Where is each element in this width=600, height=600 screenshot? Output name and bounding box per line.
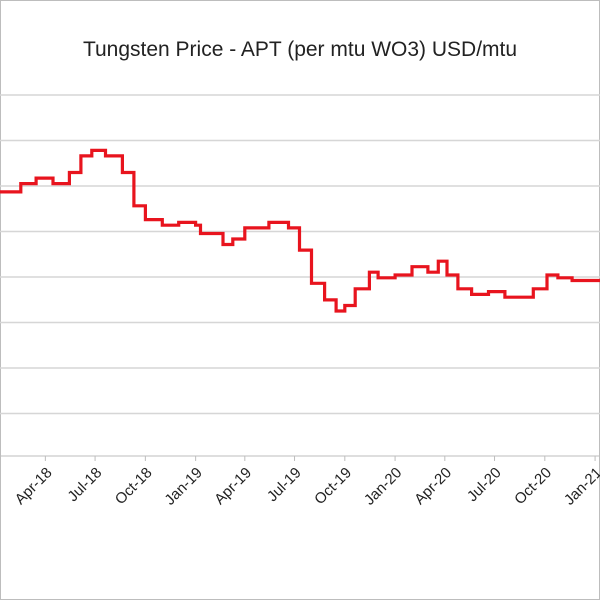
- x-tick-label: Oct-20: [511, 464, 555, 508]
- price-series-line: [0, 148, 600, 313]
- x-tick-label: Jan-20: [361, 464, 405, 508]
- x-tick-label: Jan-19: [161, 464, 205, 508]
- chart-title: Tungsten Price - APT (per mtu WO3) USD/m…: [82, 38, 518, 61]
- x-tick-label: Apr-19: [211, 464, 255, 508]
- x-tick-label: Jul-18: [64, 464, 105, 505]
- x-tick-label: Oct-18: [112, 464, 156, 508]
- x-tick-label: Apr-18: [12, 464, 56, 508]
- x-tick-label: Jul-19: [264, 464, 305, 505]
- x-tick-label: Apr-20: [411, 464, 455, 508]
- x-tick-label: Jan-21: [561, 464, 600, 508]
- x-tick-label: Jul-20: [464, 464, 505, 505]
- x-tick-label: Oct-19: [311, 464, 355, 508]
